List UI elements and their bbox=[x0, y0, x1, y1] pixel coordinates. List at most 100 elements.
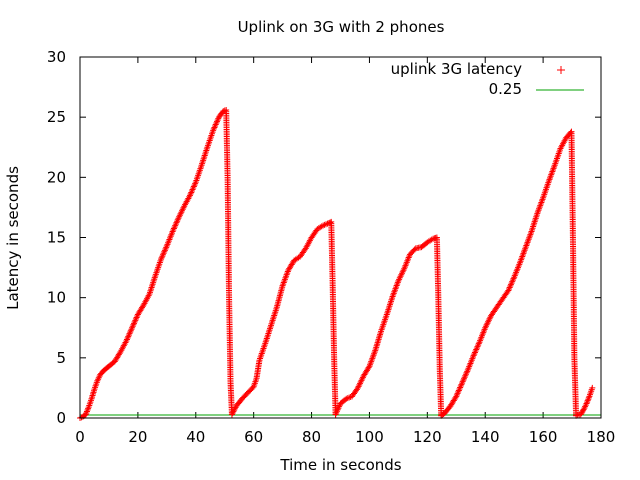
data-point bbox=[231, 407, 238, 414]
x-tick-label: 80 bbox=[302, 428, 321, 446]
data-point bbox=[169, 228, 176, 235]
data-point bbox=[131, 318, 138, 325]
data-point bbox=[579, 407, 586, 414]
data-point bbox=[320, 222, 327, 229]
data-point bbox=[84, 407, 91, 414]
data-point bbox=[134, 312, 141, 319]
data-point bbox=[463, 369, 470, 376]
legend-marker-latency bbox=[557, 66, 565, 74]
plot-area: 0 20 40 60 80 100 120 140 160 180 0 5 10 15 20 25 30 bbox=[47, 48, 615, 446]
data-point bbox=[212, 121, 219, 128]
data-point bbox=[365, 364, 372, 371]
data-point bbox=[507, 281, 514, 288]
data-point bbox=[323, 221, 330, 228]
data-point bbox=[123, 336, 130, 343]
data-point bbox=[124, 335, 131, 342]
data-point bbox=[474, 343, 481, 350]
data-point bbox=[211, 124, 218, 131]
data-point bbox=[129, 324, 136, 331]
data-point bbox=[459, 378, 466, 385]
data-point bbox=[321, 221, 328, 228]
data-point bbox=[83, 408, 90, 415]
data-point bbox=[158, 256, 165, 263]
data-point bbox=[506, 285, 513, 292]
data-point bbox=[158, 254, 165, 261]
data-point bbox=[189, 186, 196, 193]
data-point bbox=[190, 183, 197, 190]
data-point bbox=[230, 408, 237, 415]
data-point bbox=[231, 405, 238, 412]
data-point bbox=[462, 371, 469, 378]
data-point bbox=[129, 323, 136, 330]
data-point bbox=[456, 385, 463, 392]
data-point bbox=[584, 397, 591, 404]
data-point bbox=[210, 127, 217, 134]
data-point bbox=[344, 395, 351, 402]
data-point bbox=[123, 337, 130, 344]
x-tick-label: 40 bbox=[186, 428, 205, 446]
data-point bbox=[458, 381, 465, 388]
data-point bbox=[133, 314, 140, 321]
data-point bbox=[160, 250, 167, 257]
data-point bbox=[509, 277, 516, 284]
x-tick-label: 0 bbox=[75, 428, 85, 446]
data-point bbox=[170, 225, 177, 232]
data-point bbox=[130, 321, 137, 328]
data-point bbox=[471, 349, 478, 356]
data-point bbox=[191, 182, 198, 189]
data-point bbox=[127, 329, 134, 336]
data-point bbox=[190, 185, 197, 192]
y-tick-label: 0 bbox=[56, 409, 66, 427]
x-tick-label: 60 bbox=[244, 428, 263, 446]
data-point bbox=[126, 330, 133, 337]
y-tick-label: 10 bbox=[47, 289, 66, 307]
data-point bbox=[471, 350, 478, 357]
data-point bbox=[459, 380, 466, 387]
data-point bbox=[174, 216, 181, 223]
data-point bbox=[475, 340, 482, 347]
data-point bbox=[589, 384, 596, 391]
data-point bbox=[453, 393, 460, 400]
data-point bbox=[229, 409, 236, 416]
data-point bbox=[159, 253, 166, 260]
data-point bbox=[83, 409, 90, 416]
plot-border bbox=[79, 56, 602, 419]
data-point bbox=[131, 320, 138, 327]
data-point bbox=[163, 244, 170, 251]
data-point bbox=[188, 187, 195, 194]
data-point bbox=[461, 374, 468, 381]
data-point bbox=[125, 332, 132, 339]
data-point bbox=[161, 248, 168, 255]
data-point bbox=[214, 118, 221, 125]
data-point bbox=[457, 384, 464, 391]
data-point bbox=[132, 317, 139, 324]
x-tick-label: 180 bbox=[587, 428, 616, 446]
data-point bbox=[187, 190, 194, 197]
data-point bbox=[473, 346, 480, 353]
data-point bbox=[453, 391, 460, 398]
x-axis-label: Time in seconds bbox=[279, 456, 401, 474]
data-point bbox=[82, 411, 89, 418]
data-point bbox=[585, 394, 592, 401]
data-point bbox=[460, 377, 467, 384]
data-point bbox=[346, 394, 353, 401]
data-point bbox=[470, 352, 477, 359]
data-point bbox=[212, 122, 219, 129]
data-point bbox=[583, 400, 590, 407]
data-point bbox=[473, 345, 480, 352]
data-point bbox=[159, 251, 166, 258]
x-tick-label: 160 bbox=[529, 428, 558, 446]
data-point bbox=[452, 394, 459, 401]
data-point bbox=[428, 236, 435, 243]
data-point bbox=[192, 180, 199, 187]
legend-label-latency: uplink 3G latency bbox=[391, 60, 522, 78]
data-point bbox=[188, 189, 195, 196]
legend-label-threshold: 0.25 bbox=[489, 80, 522, 98]
data-point bbox=[128, 326, 135, 333]
data-point bbox=[507, 283, 514, 290]
data-point bbox=[170, 227, 177, 234]
data-point bbox=[173, 219, 180, 226]
x-tick-label: 20 bbox=[128, 428, 147, 446]
data-point bbox=[213, 120, 220, 127]
